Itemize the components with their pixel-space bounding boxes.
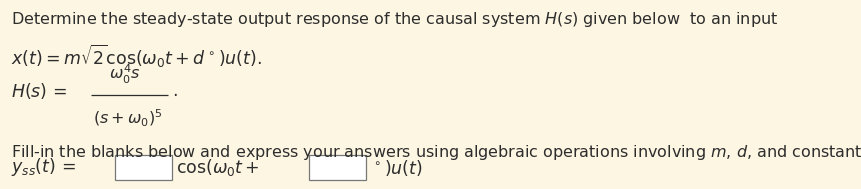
Text: $x(t) = m\sqrt{2}\cos(\omega_0 t + d^\circ)u(t).$: $x(t) = m\sqrt{2}\cos(\omega_0 t + d^\ci… <box>11 43 262 70</box>
Text: $H(s)\,=\,$: $H(s)\,=\,$ <box>11 81 68 101</box>
Text: $y_{ss}(t)\,=\,$: $y_{ss}(t)\,=\,$ <box>11 156 77 178</box>
Text: Fill-in the blanks below and express your answers using algebraic operations inv: Fill-in the blanks below and express you… <box>11 143 861 162</box>
Text: $(s+\omega_0)^5$: $(s+\omega_0)^5$ <box>93 108 162 129</box>
Text: $\cos(\omega_0 t+$: $\cos(\omega_0 t+$ <box>176 157 259 178</box>
Text: Determine the steady-state output response of the causal system $H(s)$ given bel: Determine the steady-state output respon… <box>11 10 777 29</box>
FancyBboxPatch shape <box>308 155 366 180</box>
Text: $^\circ)u(t)$: $^\circ)u(t)$ <box>370 158 422 178</box>
Text: $\omega_0^4 s$: $\omega_0^4 s$ <box>109 63 140 86</box>
Text: $.$: $.$ <box>172 82 178 100</box>
FancyBboxPatch shape <box>115 155 172 180</box>
